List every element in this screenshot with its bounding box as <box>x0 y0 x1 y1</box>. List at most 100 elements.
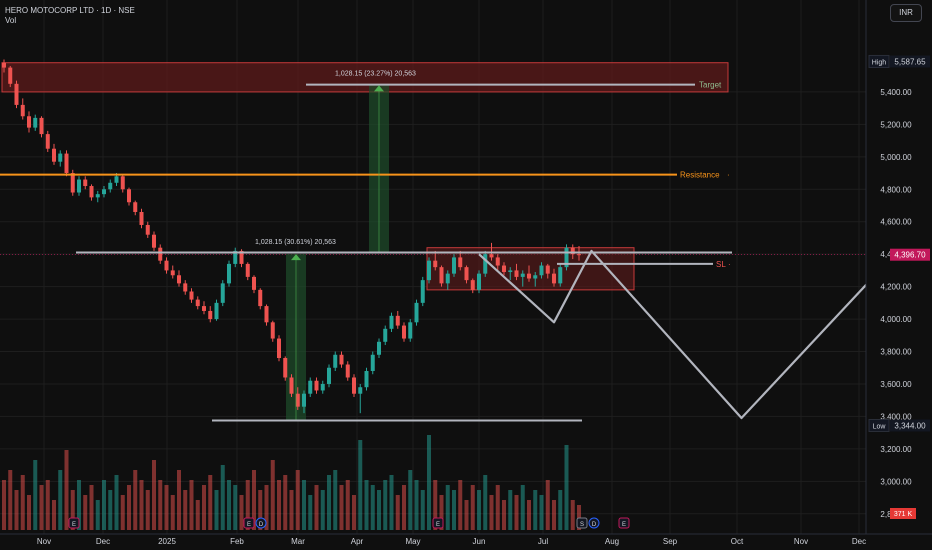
candle-body <box>108 182 113 190</box>
event-marker <box>243 517 255 529</box>
time-axis[interactable]: Nov Dec 2025 Feb Mar Apr May Jun Jul Aug Sep Oct Nov… <box>0 517 932 546</box>
volume-badge-box <box>890 508 916 519</box>
volume-bars <box>2 435 581 530</box>
candle-body <box>439 267 444 284</box>
volume-bar <box>95 500 100 530</box>
candle-body <box>95 194 100 198</box>
candle-body <box>364 370 369 388</box>
chart-drawings[interactable]: Resistance · Target 1,028.15 (23.27%) 20,56… <box>0 70 932 422</box>
candle-body <box>158 247 163 261</box>
event-marker <box>68 517 80 529</box>
y-tick-label: 4,800.00 <box>880 185 912 194</box>
symbol-title[interactable]: HERO MOTOCORP LTD · 1D · NSE <box>5 6 135 15</box>
volume-bar <box>89 485 94 530</box>
candle-body <box>533 275 538 279</box>
candle-body <box>283 358 288 378</box>
x-tick-label: Mar <box>291 537 305 546</box>
x-tick-label: Jun <box>473 537 486 546</box>
volume-bar <box>8 470 13 530</box>
volume-bar <box>552 500 556 530</box>
x-tick-label: Dec <box>96 537 110 546</box>
candle-body <box>458 257 463 268</box>
volume-bar <box>302 480 306 530</box>
volume-bar <box>352 495 356 530</box>
measure-top-label: 1,028.15 (23.27%) 20,563 <box>335 70 416 77</box>
volume-bar <box>564 445 569 530</box>
candle-body <box>145 224 150 235</box>
volume-bar <box>270 460 275 530</box>
volume-bar <box>320 490 325 530</box>
candle-body <box>170 270 175 276</box>
high-marker-label: High <box>872 59 887 66</box>
volume-bar <box>45 480 50 530</box>
x-tick-label: Nov <box>794 537 808 546</box>
candle-body <box>577 254 581 256</box>
volume-bar <box>214 490 219 530</box>
volume-bar <box>502 500 506 530</box>
resistance-label: Resistance <box>680 171 720 180</box>
x-tick-label: May <box>405 537 420 546</box>
volume-bar <box>164 485 169 530</box>
price-axis[interactable]: 5,400.00 5,200.00 5,000.00 4,800.00 4,600.00… <box>865 0 932 550</box>
event-marker <box>255 517 267 529</box>
candle-body <box>208 310 213 320</box>
volume-bar <box>520 485 525 530</box>
volume-bar <box>252 470 256 530</box>
x-tick-label: Nov <box>37 537 51 546</box>
candle-body <box>239 250 244 264</box>
candle-body <box>252 276 256 290</box>
candle-body <box>508 270 513 273</box>
x-tick-label: Feb <box>230 537 244 546</box>
high-marker-value-box <box>890 55 930 68</box>
volume-bar <box>389 475 394 530</box>
y-tick-label: 5,200.00 <box>880 120 912 129</box>
candle-body <box>383 328 388 342</box>
volume-bar <box>333 470 338 530</box>
candle-body <box>39 117 44 135</box>
volume-bar <box>414 480 419 530</box>
candle-body <box>2 62 6 68</box>
volume-bar <box>358 440 363 530</box>
candle-body <box>127 189 131 203</box>
candle-body <box>295 393 300 407</box>
candle-body <box>277 338 281 359</box>
candle-body <box>8 67 13 84</box>
candle-body <box>202 306 206 311</box>
y-tick-label: 5,400.00 <box>880 88 912 97</box>
candle-body <box>414 302 419 323</box>
candle-body <box>102 189 106 195</box>
candle-body <box>45 134 50 149</box>
candle-body <box>514 270 519 277</box>
volume-bar <box>77 480 81 530</box>
candle-body <box>227 263 231 284</box>
volume-bar <box>477 490 481 530</box>
volume-bar <box>27 495 31 530</box>
volume-bar <box>127 485 131 530</box>
volume-bar <box>508 490 513 530</box>
currency-button[interactable]: INR <box>890 4 922 22</box>
volume-bar <box>539 495 544 530</box>
candle-body <box>258 289 263 307</box>
event-marker <box>576 517 588 529</box>
volume-bar <box>152 460 156 530</box>
candle-body <box>20 104 25 117</box>
volume-bar <box>239 495 244 530</box>
high-marker-label-box <box>868 54 890 68</box>
volume-bar <box>445 485 450 530</box>
volume-bar <box>427 435 431 530</box>
volume-indicator-label[interactable]: Vol <box>5 16 17 25</box>
volume-bar <box>208 475 213 530</box>
event-marker <box>432 517 444 529</box>
volume-bar <box>370 485 375 530</box>
event-marker <box>618 517 630 529</box>
volume-bar <box>189 480 194 530</box>
volume-bar <box>83 495 88 530</box>
candle-body <box>445 273 450 284</box>
event-marker <box>588 517 600 529</box>
candle-body <box>152 234 156 248</box>
candle-body <box>489 254 494 258</box>
volume-bar <box>108 490 113 530</box>
volume-badge: 371 K <box>894 511 913 518</box>
candle-body <box>77 179 81 193</box>
